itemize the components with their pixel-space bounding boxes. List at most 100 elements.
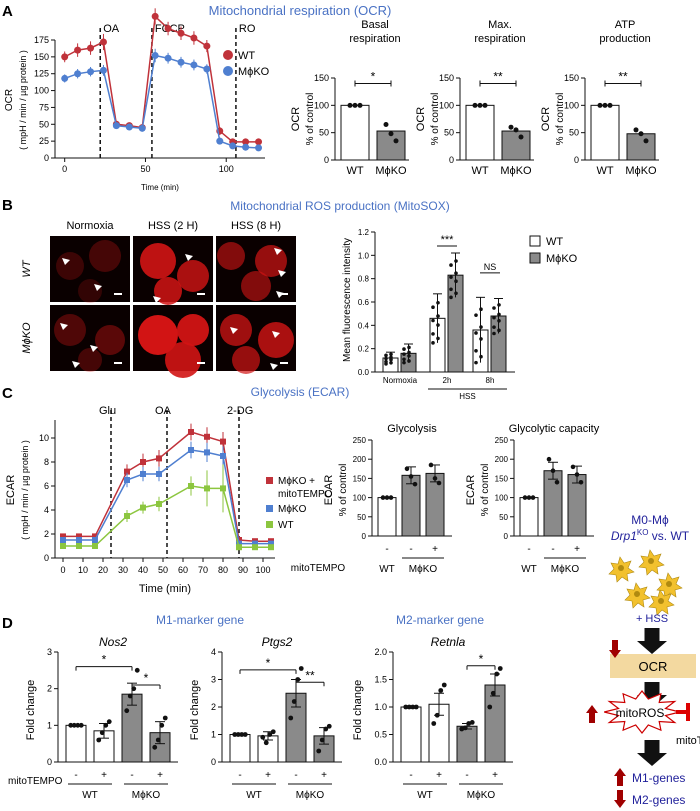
bar-x-label: WT bbox=[471, 165, 488, 177]
legend-label: MϕKO + bbox=[278, 476, 315, 487]
panel-d-m1-title: M1-marker gene bbox=[156, 613, 244, 627]
data-dot bbox=[232, 732, 238, 737]
bar bbox=[456, 725, 478, 763]
cell-nucleus bbox=[634, 591, 640, 597]
injection-label: RO bbox=[239, 23, 256, 35]
data-point bbox=[124, 513, 130, 519]
y-axis-label: Mean fluorescence intensity bbox=[342, 238, 353, 362]
y-tick-label: 1 bbox=[211, 730, 216, 740]
group-label: Normoxia bbox=[383, 376, 418, 385]
bar-y-label-units: % of control bbox=[480, 464, 491, 517]
schematic-ocr: OCR bbox=[639, 659, 668, 674]
y-tick-label: 150 bbox=[495, 474, 509, 483]
y-tick-label: 1.0 bbox=[374, 702, 387, 712]
cell-nucleus bbox=[648, 558, 654, 564]
y-tick-label: 150 bbox=[564, 73, 579, 83]
bar bbox=[340, 104, 370, 161]
y-tick-label: 0 bbox=[574, 155, 579, 165]
bar-y-label-units: % of control bbox=[430, 93, 441, 146]
sig-label: * bbox=[479, 652, 484, 666]
y-tick-label: 50 bbox=[39, 119, 49, 129]
data-point bbox=[99, 38, 107, 46]
y-tick-label: 200 bbox=[353, 455, 367, 464]
bar-y-label: ECAR bbox=[465, 475, 477, 506]
bar bbox=[519, 497, 539, 537]
mito-sign: + bbox=[157, 770, 163, 781]
data-point bbox=[76, 543, 82, 549]
bar-title: production bbox=[599, 33, 650, 45]
y-tick-label: 2 bbox=[44, 529, 49, 539]
mito-sign: + bbox=[265, 770, 271, 781]
data-dot bbox=[298, 666, 304, 671]
mito-sign: - bbox=[130, 770, 133, 781]
bar-y-label-units: % of control bbox=[555, 93, 566, 146]
bar-y-label: ECAR bbox=[323, 475, 335, 506]
data-dot bbox=[479, 354, 483, 359]
arrowhead bbox=[62, 258, 70, 265]
y-tick-label: 50 bbox=[569, 128, 579, 138]
data-dot bbox=[402, 360, 406, 365]
cell-signal bbox=[165, 342, 201, 378]
data-dot bbox=[454, 259, 458, 263]
data-dot bbox=[492, 315, 496, 320]
data-point bbox=[87, 44, 95, 52]
x-tick-label: 90 bbox=[238, 565, 248, 575]
sig-label: * bbox=[266, 656, 271, 670]
x-tick-label: 70 bbox=[198, 565, 208, 575]
y-tick-label: 0.8 bbox=[358, 275, 370, 284]
data-point bbox=[220, 438, 226, 445]
cell-nucleus bbox=[658, 598, 664, 604]
bar bbox=[400, 706, 422, 763]
data-dot bbox=[462, 725, 468, 731]
data-point bbox=[125, 123, 133, 131]
image-column-label: HSS (8 H) bbox=[231, 220, 281, 232]
series-line-1 bbox=[64, 54, 259, 149]
x-axis-label: Time (min) bbox=[141, 183, 179, 192]
y-tick-label: 0.6 bbox=[358, 298, 370, 307]
data-point bbox=[60, 537, 66, 543]
data-dot bbox=[482, 102, 488, 108]
cell-signal bbox=[177, 314, 209, 346]
data-dot bbox=[326, 723, 332, 729]
data-dot bbox=[402, 347, 406, 351]
data-dot bbox=[602, 102, 608, 108]
data-dot bbox=[389, 352, 393, 357]
y-tick-label: 3 bbox=[47, 647, 52, 657]
y-tick-label: 0.5 bbox=[374, 730, 387, 740]
data-dot bbox=[597, 102, 603, 108]
schematic-mitoros: mitoROS bbox=[616, 706, 665, 720]
y-axis-label: Fold change bbox=[189, 680, 201, 741]
data-dot bbox=[152, 744, 158, 750]
data-dot bbox=[96, 737, 102, 743]
data-dot bbox=[554, 479, 560, 485]
cell-signal bbox=[78, 348, 102, 372]
data-dot bbox=[438, 688, 444, 693]
y-tick-label: 8 bbox=[44, 457, 49, 467]
legend-label: mitoTEMPO bbox=[278, 489, 333, 500]
legend-marker bbox=[266, 521, 273, 528]
data-dot bbox=[479, 325, 483, 329]
y-tick-label: 0.4 bbox=[358, 321, 370, 330]
data-dot bbox=[454, 291, 458, 296]
data-dot bbox=[607, 102, 613, 108]
bar bbox=[465, 104, 495, 161]
y-tick-label: 1.2 bbox=[358, 228, 370, 237]
sig-label: *** bbox=[441, 234, 455, 246]
data-point bbox=[252, 540, 258, 547]
data-dot bbox=[497, 312, 501, 317]
cell-signal bbox=[56, 252, 84, 280]
y-tick-label: 1.5 bbox=[374, 675, 387, 685]
y-axis-label-units: ( mpH / min / µg protein ) bbox=[20, 440, 30, 540]
sig-label: * bbox=[144, 671, 149, 685]
drp1-superscript: KO bbox=[637, 528, 649, 537]
data-dot bbox=[574, 472, 580, 477]
bar-x-label: MϕKO bbox=[500, 165, 532, 177]
gene-title: Ptgs2 bbox=[262, 635, 293, 649]
group-label: WT bbox=[417, 790, 433, 801]
data-point bbox=[220, 453, 226, 459]
data-point bbox=[255, 144, 263, 152]
y-tick-label: 100 bbox=[495, 494, 509, 503]
drp1-suffix: vs. WT bbox=[648, 529, 689, 543]
